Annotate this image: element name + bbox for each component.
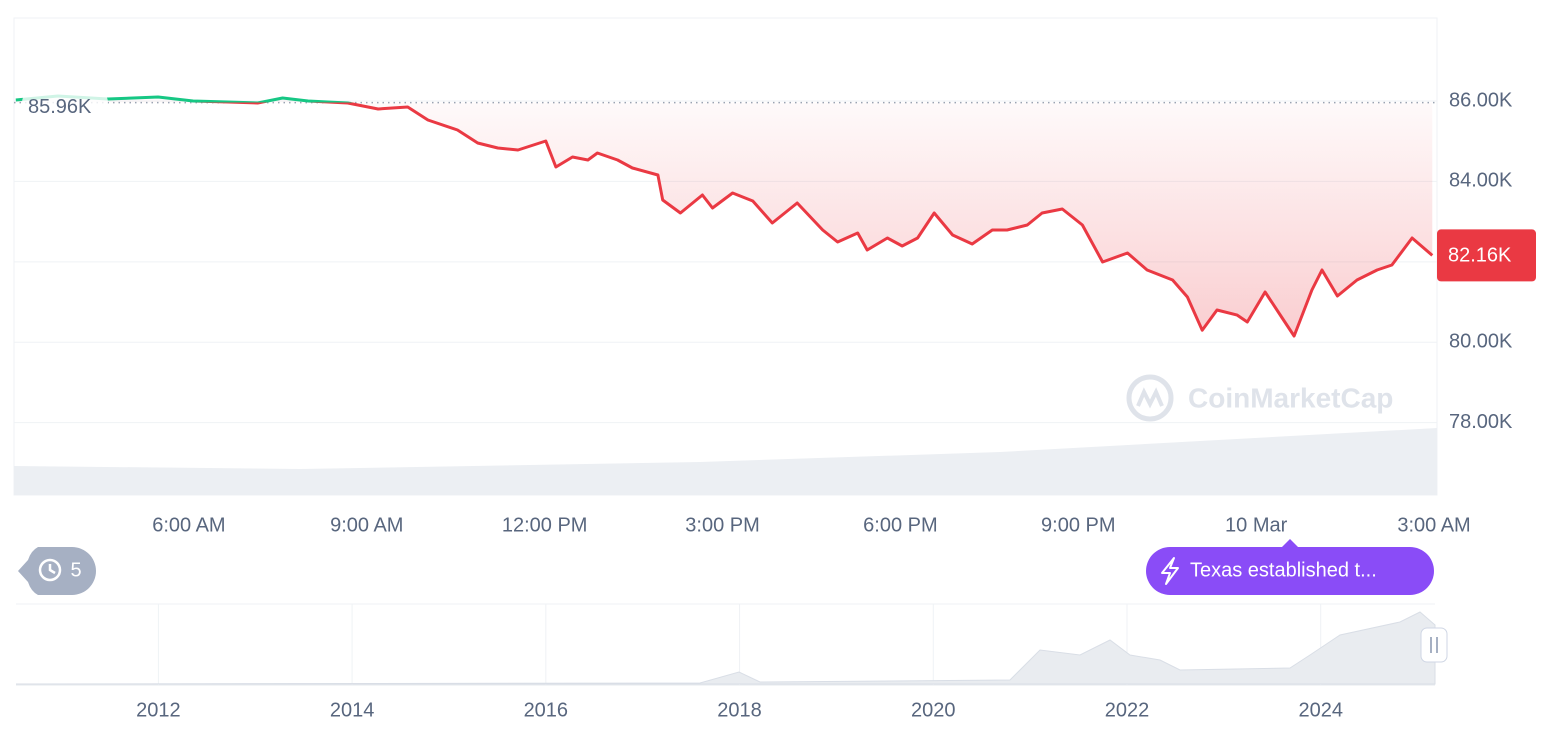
navigator-tick-label: 2022	[1105, 699, 1150, 721]
price-line	[15, 94, 1434, 338]
x-tick-label: 6:00 PM	[863, 514, 937, 536]
x-tick-label: 6:00 AM	[152, 514, 225, 536]
y-tick-label: 78.00K	[1449, 411, 1513, 433]
navigator-area	[15, 611, 1436, 685]
plot-layer: 85.96K	[14, 89, 1437, 424]
price-badge	[1437, 229, 1536, 282]
x-tick-label: 9:00 AM	[330, 514, 403, 536]
watermark: CoinMarketCap	[1126, 374, 1393, 422]
navigator-tick-label: 2012	[136, 699, 181, 721]
navigator-tick-label: 2016	[524, 699, 569, 721]
x-tick-label: 3:00 PM	[685, 514, 759, 536]
x-tick-label: 9:00 PM	[1041, 514, 1115, 536]
navigator-tick-label: 2024	[1298, 699, 1343, 721]
area-fill	[15, 96, 1433, 336]
reference-label: 85.96K	[28, 96, 92, 118]
history-count: 5	[70, 559, 81, 581]
news-pill[interactable]: Texas established t...	[1146, 539, 1434, 595]
volume-area	[14, 428, 1437, 495]
watermark-text: CoinMarketCap	[1188, 382, 1393, 413]
navigator-handle[interactable]	[1420, 627, 1448, 663]
news-text: Texas established t...	[1190, 559, 1377, 581]
navigator-tick-label: 2020	[911, 699, 956, 721]
x-tick-label: 10 Mar	[1225, 514, 1288, 536]
reference-label-bg	[22, 89, 108, 116]
y-tick-label: 86.00K	[1449, 89, 1513, 111]
y-tick-label: 84.00K	[1449, 170, 1513, 192]
price-badge-label: 82.16K	[1448, 245, 1512, 267]
history-badge[interactable]: 5	[18, 547, 96, 595]
navigator-tick-label: 2018	[717, 699, 762, 721]
x-tick-label: 12:00 PM	[502, 514, 588, 536]
y-tick-label: 80.00K	[1449, 331, 1513, 353]
navigator-tick-label: 2014	[330, 699, 375, 721]
x-tick-label: 3:00 AM	[1397, 514, 1470, 536]
